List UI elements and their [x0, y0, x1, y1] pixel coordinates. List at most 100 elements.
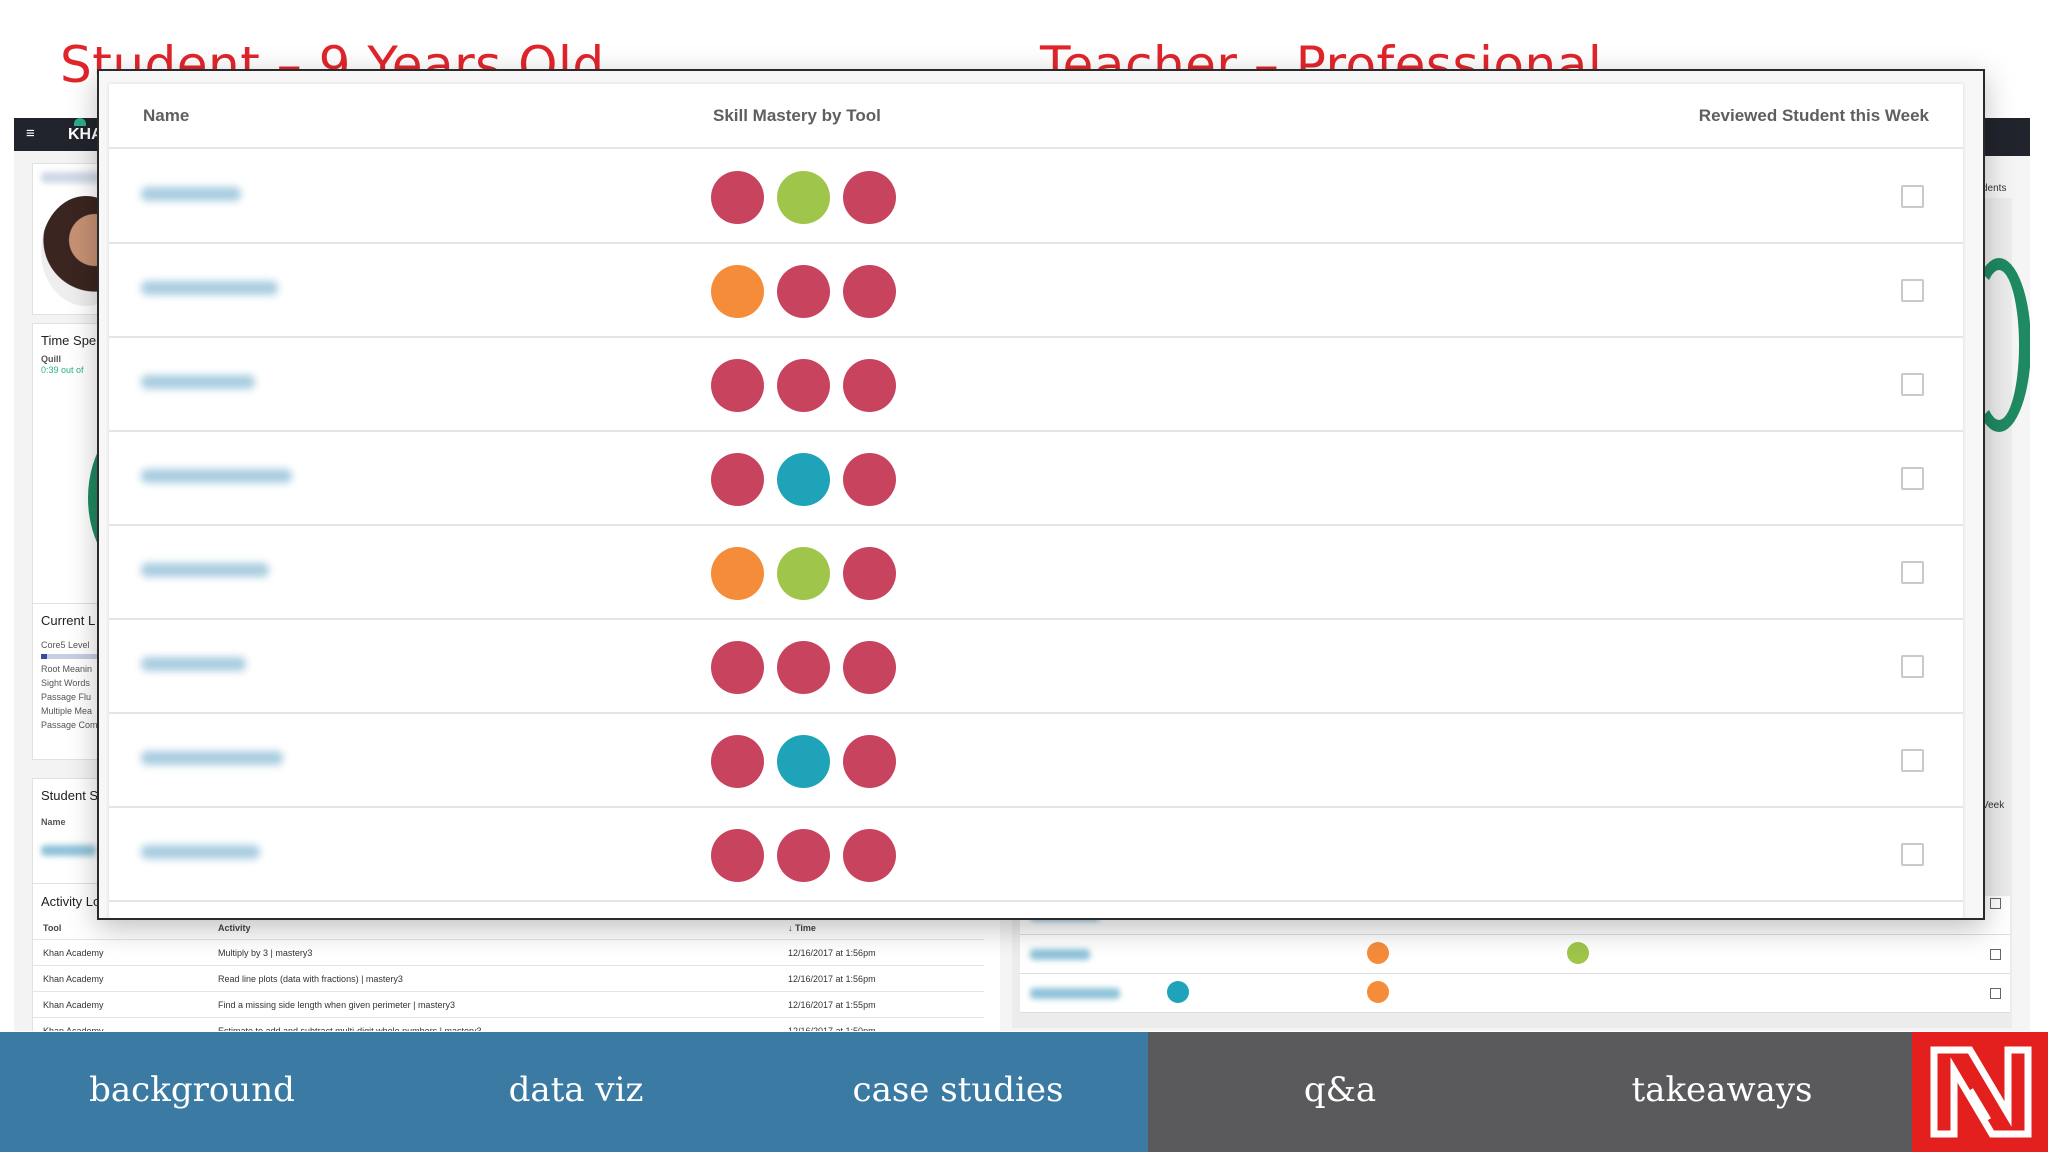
cell-tool: Khan Academy [33, 991, 208, 1018]
reviewed-checkbox[interactable] [1901, 279, 1924, 302]
student-name-link[interactable] [141, 751, 283, 765]
level-item: Multiple Mea [41, 706, 93, 716]
student-name-link[interactable] [141, 563, 269, 577]
skill-mastery-dot [777, 453, 830, 506]
student-summary-name[interactable] [41, 845, 96, 856]
nav-qa[interactable]: q&a [1303, 1070, 1377, 1110]
teacher-row-name[interactable] [1030, 949, 1090, 960]
profile-name [41, 172, 101, 183]
reviewed-checkbox[interactable] [1901, 467, 1924, 490]
skill-mastery-dot [711, 641, 764, 694]
level-item: Passage Flu [41, 692, 92, 702]
col-name-header[interactable]: Name [143, 106, 190, 125]
reviewed-checkbox[interactable] [1901, 373, 1924, 396]
cell-activity: Estimate to add and subtract multi-digit… [208, 1017, 778, 1031]
level-item: Root Meanin [41, 664, 93, 674]
nav-active-band [0, 1032, 1148, 1152]
hamburger-icon[interactable]: ≡ [26, 125, 35, 142]
mastery-dot [1567, 942, 1589, 964]
student-name-link[interactable] [141, 375, 255, 389]
skill-mastery-dot [843, 547, 896, 600]
cell-tool: Khan Academy [33, 1017, 208, 1031]
skill-mastery-dot [711, 829, 764, 882]
cell-tool: Khan Academy [33, 939, 208, 966]
reviewed-checkbox[interactable] [1901, 749, 1924, 772]
skill-mastery-dot [777, 735, 830, 788]
skill-mastery-dot [843, 265, 896, 318]
cell-tool: Khan Academy [33, 965, 208, 992]
quill-label: Quill [41, 354, 61, 364]
table-row [109, 337, 1963, 432]
level-item: Passage Com [41, 720, 98, 730]
section-nav: background data viz case studies q&a tak… [0, 1032, 2048, 1152]
mastery-dot [1367, 981, 1389, 1003]
level-item: Sight Words [41, 678, 90, 688]
quill-time: 0:39 out of [41, 365, 84, 375]
nav-data-viz[interactable]: data viz [508, 1070, 644, 1110]
skill-mastery-dot [777, 547, 830, 600]
skill-mastery-dot [777, 359, 830, 412]
table-row [109, 149, 1963, 244]
skill-mastery-table: Name Skill Mastery by Tool Reviewed Stud… [109, 84, 1963, 918]
skill-mastery-dot [843, 641, 896, 694]
table-row: Khan Academy Multiply by 3 | mastery3 12… [33, 939, 984, 966]
skill-mastery-modal: Name Skill Mastery by Tool Reviewed Stud… [97, 69, 1985, 920]
cell-activity: Find a missing side length when given pe… [208, 991, 778, 1018]
review-checkbox[interactable] [1990, 949, 2001, 960]
activity-header-row: Tool Activity ↓ Time [33, 917, 984, 940]
students-tab-fragment[interactable]: dents [1982, 183, 2007, 194]
list-item [1020, 935, 2010, 974]
review-checkbox[interactable] [1990, 988, 2001, 999]
skill-mastery-dot [711, 735, 764, 788]
reviewed-checkbox[interactable] [1901, 561, 1924, 584]
current-level-title: Current L [41, 613, 96, 628]
student-summary-title: Student S [41, 788, 99, 803]
list-item [1020, 974, 2010, 1013]
skill-mastery-dot [711, 171, 764, 224]
reviewed-checkbox[interactable] [1901, 185, 1924, 208]
table-row [109, 525, 1963, 620]
nav-inactive-band [1148, 1032, 1912, 1152]
cell-activity: Read line plots (data with fractions) | … [208, 965, 778, 992]
student-name-link[interactable] [141, 187, 241, 201]
table-row [109, 807, 1963, 902]
col-skill-header[interactable]: Skill Mastery by Tool [713, 106, 881, 125]
nav-background[interactable]: background [89, 1070, 295, 1110]
nav-takeaways[interactable]: takeaways [1631, 1070, 1813, 1110]
cell-time: 12/16/2017 at 1:50pm [778, 1017, 984, 1031]
cell-activity: Multiply by 3 | mastery3 [208, 939, 778, 966]
student-summary-col: Name [41, 817, 66, 827]
review-checkbox[interactable] [1990, 898, 2001, 909]
week-fragment: Veek [1982, 800, 2005, 811]
student-name-link[interactable] [141, 281, 278, 295]
reviewed-checkbox[interactable] [1901, 655, 1924, 678]
col-activity[interactable]: Activity [208, 917, 778, 940]
nav-case-studies[interactable]: case studies [852, 1070, 1064, 1110]
skill-mastery-dot [843, 171, 896, 224]
table-row [109, 243, 1963, 338]
core5-level-bar [41, 654, 101, 659]
table-header: Name Skill Mastery by Tool Reviewed Stud… [109, 84, 1963, 149]
skill-mastery-dot [777, 829, 830, 882]
activity-table: Tool Activity ↓ Time Khan Academy Multip… [33, 917, 984, 1031]
skill-mastery-dot [777, 171, 830, 224]
cell-time: 12/16/2017 at 1:56pm [778, 939, 984, 966]
level-item: Core5 Level [41, 640, 90, 650]
table-row: Khan Academy Find a missing side length … [33, 991, 984, 1018]
col-reviewed-header[interactable]: Reviewed Student this Week [1698, 106, 1929, 125]
reviewed-checkbox[interactable] [1901, 843, 1924, 866]
app-logo: KHA [68, 126, 103, 143]
teacher-row-name[interactable] [1030, 988, 1120, 999]
time-spent-title: Time Spe [41, 333, 97, 348]
skill-mastery-dot [777, 641, 830, 694]
mastery-dot [1367, 942, 1389, 964]
student-name-link[interactable] [141, 845, 260, 859]
skill-mastery-dot [777, 265, 830, 318]
student-name-link[interactable] [141, 469, 292, 483]
col-time[interactable]: ↓ Time [778, 917, 984, 940]
activity-log-title: Activity Lo [41, 894, 101, 909]
student-name-link[interactable] [141, 657, 246, 671]
col-tool[interactable]: Tool [33, 917, 208, 940]
skill-mastery-dot [843, 735, 896, 788]
skill-mastery-dot [711, 265, 764, 318]
